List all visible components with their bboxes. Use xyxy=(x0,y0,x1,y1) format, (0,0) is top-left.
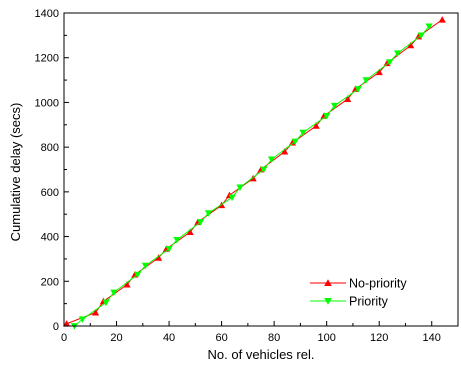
x-tick-label: 60 xyxy=(215,332,227,344)
data-point-2 xyxy=(196,219,205,226)
data-point-2 xyxy=(267,156,276,164)
data-point-2 xyxy=(173,237,181,244)
data-point-1 xyxy=(123,281,131,288)
data-point-2 xyxy=(330,102,339,110)
y-tick-label: 0 xyxy=(53,321,59,333)
data-point-1 xyxy=(344,95,352,102)
legend-label-1: No-priority xyxy=(349,277,407,291)
data-point-2 xyxy=(260,166,268,174)
data-point-1 xyxy=(312,122,320,129)
data-point-1 xyxy=(186,228,194,235)
data-point-2 xyxy=(228,194,236,202)
data-point-2 xyxy=(299,129,307,137)
y-tick-label: 600 xyxy=(41,187,59,199)
data-point-2 xyxy=(204,210,213,217)
axes: 0 20 40 60 80 100 120 1400200400600800100012001… xyxy=(35,8,459,344)
y-tick-label: 1400 xyxy=(35,8,59,20)
data-point-2 xyxy=(291,138,299,146)
y-tick-label: 800 xyxy=(41,142,59,154)
legend-marker-2 xyxy=(324,297,332,305)
data-point-2 xyxy=(133,271,142,279)
data-point-2 xyxy=(141,262,150,270)
data-point-1 xyxy=(438,16,446,23)
data-point-1 xyxy=(288,139,297,146)
data-point-2 xyxy=(362,77,370,84)
data-point-1 xyxy=(415,32,423,40)
legend-marker-1 xyxy=(324,279,332,287)
plot-area xyxy=(63,16,446,330)
data-point-2 xyxy=(386,59,394,66)
y-tick-label: 1200 xyxy=(35,53,59,65)
data-point-2 xyxy=(78,316,86,323)
data-point-2 xyxy=(102,299,110,307)
data-point-2 xyxy=(425,23,433,31)
x-axis-label: No. of vehicles rel. xyxy=(208,347,315,362)
legend: No-priority Priority xyxy=(310,277,407,309)
data-point-1 xyxy=(154,254,163,261)
data-point-1 xyxy=(383,59,391,67)
data-point-2 xyxy=(323,112,331,120)
data-point-1 xyxy=(281,148,289,155)
data-point-2 xyxy=(110,289,118,297)
x-tick-label: 100 xyxy=(317,332,335,344)
y-tick-label: 1000 xyxy=(35,97,59,109)
x-tick-label: 140 xyxy=(423,332,441,344)
data-point-2 xyxy=(354,86,362,93)
legend-label-2: Priority xyxy=(349,295,389,309)
series-line-2 xyxy=(74,26,430,327)
data-point-1 xyxy=(91,308,100,316)
data-point-2 xyxy=(165,245,173,253)
data-point-1 xyxy=(375,68,383,76)
x-tick-label: 80 xyxy=(268,332,280,344)
y-tick-label: 200 xyxy=(41,276,59,288)
data-point-1 xyxy=(63,320,71,327)
y-axis-label: Cumulative delay (secs) xyxy=(8,103,23,242)
data-point-2 xyxy=(417,32,425,39)
x-tick-label: 120 xyxy=(370,332,388,344)
x-tick-label: 0 xyxy=(61,332,67,344)
x-tick-label: 40 xyxy=(163,332,175,344)
data-point-2 xyxy=(393,50,402,57)
data-point-2 xyxy=(236,184,244,191)
data-point-1 xyxy=(249,174,257,182)
y-tick-label: 400 xyxy=(41,232,59,244)
data-point-1 xyxy=(407,41,415,49)
x-tick-label: 20 xyxy=(110,332,122,344)
